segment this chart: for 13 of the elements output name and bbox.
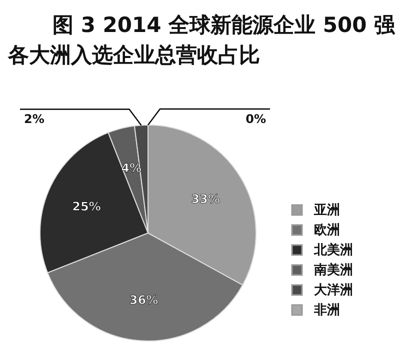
data-label: 2% <box>24 112 44 126</box>
chart-subtitle: 各大洲入选企业总营收占比 <box>7 43 260 67</box>
legend-label: 亚洲 <box>313 203 340 218</box>
chart-title: 图 3 2014 全球新能源企业 500 强 <box>52 13 396 37</box>
data-label: 36% <box>129 292 158 307</box>
legend-label: 非洲 <box>313 303 340 318</box>
legend-label: 北美洲 <box>313 242 353 258</box>
text: 0% <box>246 112 266 126</box>
data-label: 33% <box>191 192 220 206</box>
legend-label: 南美洲 <box>313 262 353 278</box>
data-label: 25% <box>72 199 101 214</box>
legend-label: 大洋洲 <box>314 283 353 298</box>
legend-label: 欧洲 <box>314 223 340 238</box>
